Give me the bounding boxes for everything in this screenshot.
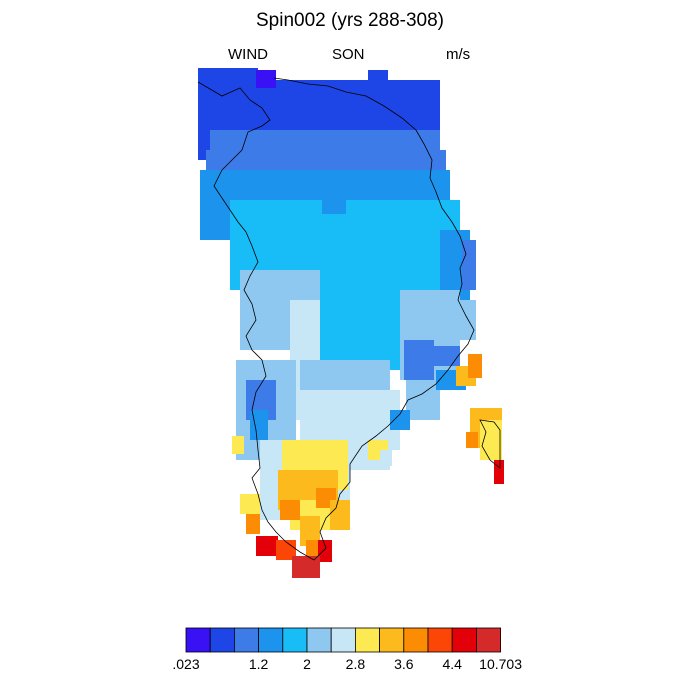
wind-cell (246, 514, 260, 534)
wind-cell (300, 360, 390, 390)
wind-cell (456, 300, 476, 340)
wind-cell (322, 192, 346, 214)
wind-cell (468, 354, 482, 378)
wind-cell (466, 432, 478, 448)
units-label: m/s (446, 46, 471, 63)
wind-cell (430, 346, 460, 366)
legend-swatch (330, 627, 356, 653)
wind-cell (480, 420, 502, 460)
wind-cell (404, 340, 434, 380)
legend-swatch (427, 627, 453, 653)
wind-cell (276, 540, 296, 560)
legend-swatch (258, 627, 284, 653)
legend-swatch (185, 627, 211, 653)
legend-swatch (306, 627, 332, 653)
wind-cell (406, 380, 440, 420)
coastline-island (479, 419, 501, 469)
wind-cell (320, 290, 410, 370)
variable-label: WIND (228, 46, 268, 63)
wind-cell (240, 494, 260, 514)
legend-tick-label: 1.2 (248, 656, 269, 672)
color-legend (185, 627, 501, 653)
legend-tick-label: 2 (303, 656, 311, 672)
wind-cell (300, 516, 320, 546)
legend-swatch (475, 627, 501, 653)
wind-cell (280, 500, 300, 520)
wind-cell (380, 450, 392, 466)
wind-cell (256, 70, 276, 88)
legend-tick-label: 4.4 (442, 656, 462, 672)
wind-cell (368, 70, 388, 100)
wind-cell (494, 460, 504, 484)
coastline (197, 77, 475, 561)
legend-swatch (209, 627, 235, 653)
season-label: SON (332, 46, 365, 63)
wind-cell (390, 410, 410, 430)
legend-swatch (403, 627, 429, 653)
wind-cell (256, 536, 278, 556)
legend-swatch (354, 627, 380, 653)
map-title: Spin002 (yrs 288-308) (256, 10, 444, 31)
legend-tick-label: .023 (172, 656, 200, 672)
wind-cell (330, 500, 350, 530)
legend-swatch (282, 627, 308, 653)
legend-tick-label: 2.8 (345, 656, 366, 672)
wind-cell (292, 556, 320, 578)
wind-cell (232, 436, 244, 454)
legend-swatch (451, 627, 477, 653)
wind-cell (250, 410, 268, 440)
legend-swatch (379, 627, 405, 653)
wind-field-cells (198, 68, 504, 578)
legend-tick-label: 3.6 (394, 656, 414, 672)
legend-swatch (233, 627, 259, 653)
legend-tick-label: 10.703 (479, 656, 523, 672)
wind-cell (318, 540, 332, 562)
